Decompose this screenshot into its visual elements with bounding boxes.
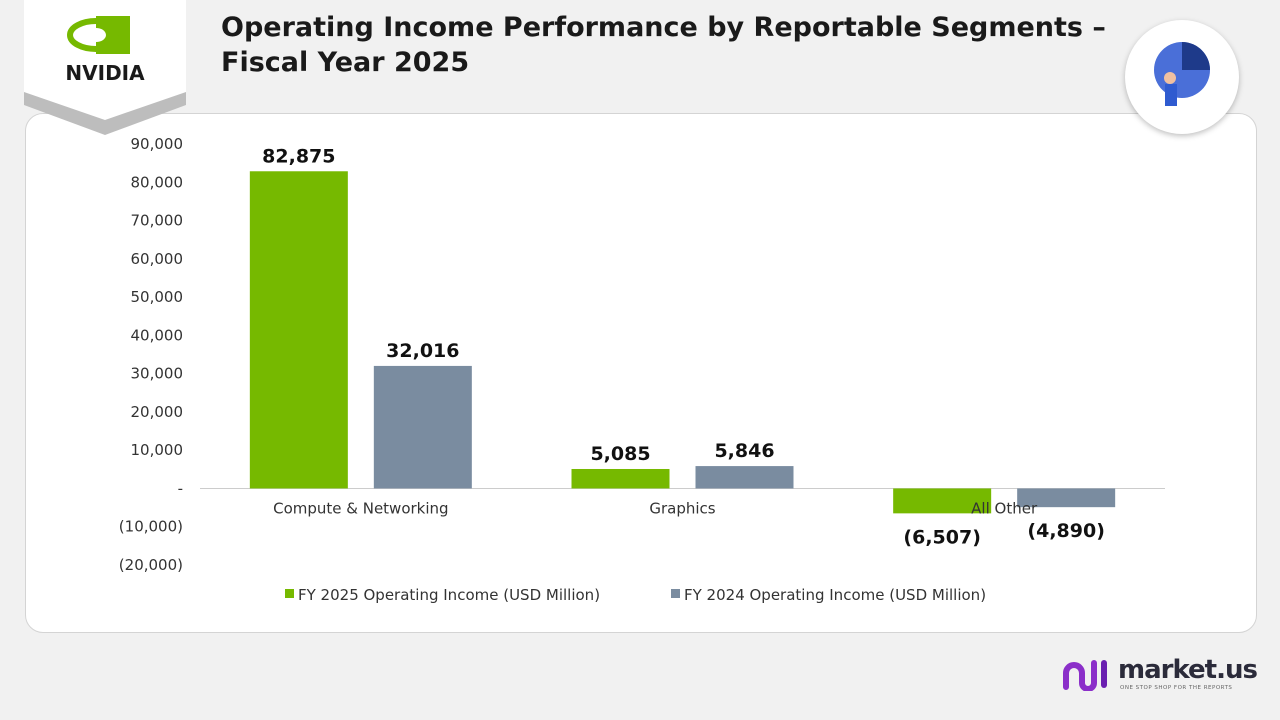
y-tick-label: 30,000 — [131, 365, 184, 383]
data-label: 82,875 — [262, 145, 335, 167]
y-tick-label: 80,000 — [131, 173, 184, 191]
y-tick-label: (20,000) — [119, 556, 183, 574]
bar — [893, 488, 992, 514]
y-tick-label: 90,000 — [131, 135, 184, 153]
analyst-illustration-icon — [1154, 42, 1210, 106]
data-label: 32,016 — [386, 340, 459, 362]
bar — [695, 466, 794, 489]
data-label: (6,507) — [903, 526, 980, 548]
legend-swatch — [285, 589, 294, 598]
legend-label: FY 2025 Operating Income (USD Million) — [298, 586, 600, 604]
y-tick-label: 20,000 — [131, 403, 184, 421]
nvidia-logo: NVIDIA — [24, 0, 186, 135]
y-tick-label: - — [178, 479, 183, 497]
bar — [571, 468, 670, 489]
page-title: Operating Income Performance by Reportab… — [221, 12, 1106, 78]
x-tick-label: All Other — [971, 499, 1038, 517]
data-label: (4,890) — [1027, 520, 1104, 542]
bar — [1017, 488, 1116, 508]
chart-card — [25, 113, 1257, 633]
y-tick-label: 60,000 — [131, 250, 184, 268]
bar — [249, 171, 348, 489]
data-label: 5,846 — [714, 440, 774, 462]
y-tick-label: 40,000 — [131, 326, 184, 344]
market-us-icon — [1063, 660, 1107, 692]
bar — [373, 365, 472, 489]
legend-swatch — [671, 589, 680, 598]
x-tick-label: Compute & Networking — [273, 499, 448, 517]
y-tick-label: 10,000 — [131, 441, 184, 459]
legend-label: FY 2024 Operating Income (USD Million) — [684, 586, 986, 604]
svg-text:NVIDIA: NVIDIA — [65, 61, 145, 85]
y-tick-label: 50,000 — [131, 288, 184, 306]
illustration-badge — [1125, 20, 1239, 134]
data-label: 5,085 — [590, 443, 650, 465]
x-tick-label: Graphics — [649, 499, 715, 517]
y-tick-label: 70,000 — [131, 212, 184, 230]
y-tick-label: (10,000) — [119, 518, 183, 536]
market-us-logo: market.us ONE STOP SHOP FOR THE REPORTS — [1062, 655, 1258, 695]
